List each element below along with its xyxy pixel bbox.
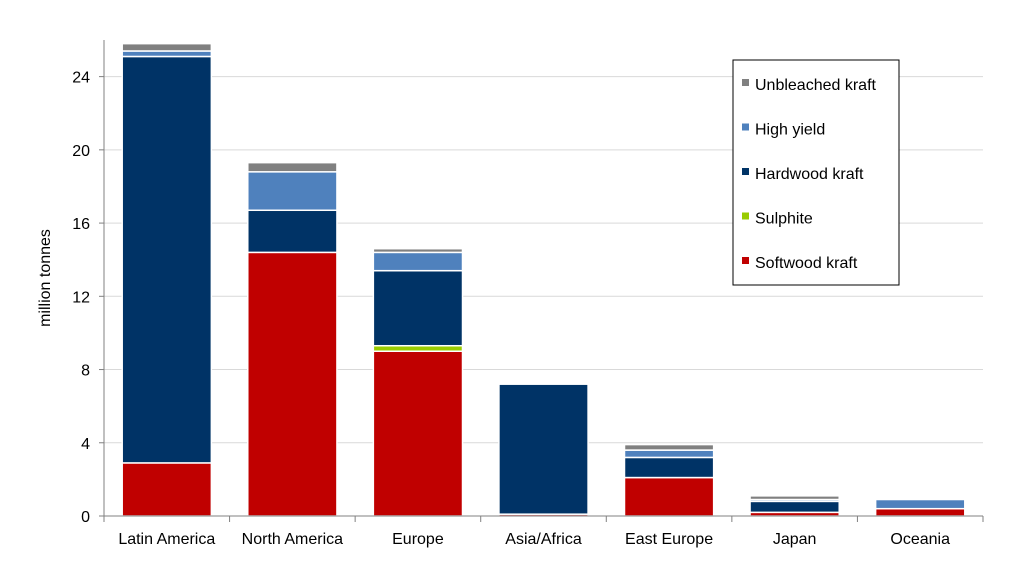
bar-segment	[121, 55, 213, 464]
bar-segment	[372, 251, 464, 272]
bar-segment	[247, 209, 338, 254]
bar-segment	[749, 500, 840, 514]
bar-segment	[372, 247, 464, 254]
bar-segment	[121, 42, 213, 52]
y-tick-label: 0	[81, 509, 90, 526]
legend-swatch	[742, 168, 749, 175]
legend-label: Unbleached kraft	[755, 77, 877, 94]
legend-swatch	[742, 79, 749, 86]
y-tick-label: 12	[72, 289, 90, 306]
bar-segment	[623, 443, 715, 451]
y-tick-label: 20	[72, 143, 90, 160]
bar-segment	[874, 507, 966, 517]
legend-label: Sulphite	[755, 211, 813, 228]
x-tick-label: Asia/Africa	[505, 531, 582, 548]
bar-segment	[247, 251, 338, 517]
legend-swatch	[742, 123, 749, 131]
x-tick-label: Japan	[773, 531, 817, 548]
bar-segment	[749, 495, 840, 501]
bar-segment	[623, 449, 715, 459]
legend-swatch	[742, 212, 749, 220]
legend-label: Softwood kraft	[755, 255, 858, 272]
bar-segment	[372, 344, 464, 352]
bar-segment	[372, 269, 464, 347]
y-axis-title: million tonnes	[37, 229, 54, 327]
y-ticks: 0 4 8 12 16 20 24	[72, 70, 104, 526]
bar-segment	[372, 350, 464, 517]
x-tick-label: East Europe	[625, 531, 713, 548]
legend-box	[732, 59, 900, 286]
legend-swatch	[742, 257, 749, 264]
bar-segment	[247, 161, 338, 173]
bars	[121, 42, 966, 517]
bar-segment	[874, 498, 966, 510]
bar-segment	[121, 462, 213, 517]
y-tick-label: 4	[81, 436, 90, 453]
legend: Unbleached kraft High yield Hardwood kraft…	[732, 59, 900, 286]
x-tick-label: Latin America	[118, 531, 215, 548]
x-ticks: Latin America North America Europe Asia/Afr…	[103, 516, 984, 548]
bar-segment	[247, 171, 338, 212]
legend-label: Hardwood kraft	[755, 166, 864, 183]
y-tick-label: 24	[72, 70, 90, 87]
y-tick-label: 8	[81, 363, 90, 380]
bar-segment	[121, 50, 213, 58]
x-tick-label: Oceania	[890, 531, 950, 548]
y-tick-label: 16	[72, 216, 90, 233]
bar-segment	[498, 383, 589, 515]
axes	[103, 40, 983, 517]
bar-segment	[623, 476, 715, 517]
x-tick-label: Europe	[392, 531, 444, 548]
legend-label: High yield	[755, 122, 825, 139]
x-tick-label: North America	[242, 531, 343, 548]
bar-segment	[623, 456, 715, 479]
